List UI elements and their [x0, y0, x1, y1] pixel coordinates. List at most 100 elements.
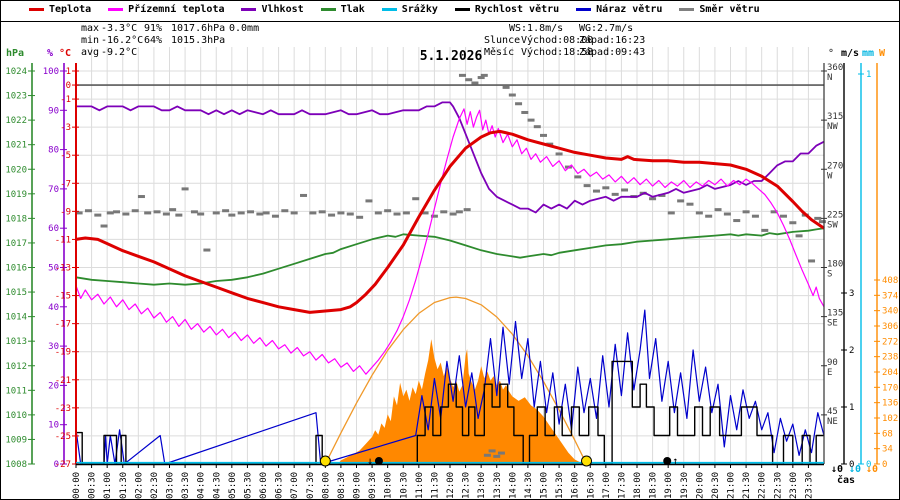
time-tick-label: 02:00 — [134, 472, 144, 499]
series-direction — [75, 73, 826, 458]
humidity-tick-label: 80 — [48, 146, 59, 156]
temperature-tick-label: -19 — [55, 348, 71, 358]
humidity-tick-label: 20 — [48, 381, 59, 391]
humidity-tick-label: 0 — [54, 460, 59, 470]
time-tick-label: 03:30 — [181, 472, 191, 499]
temperature-tick-label: -13 — [55, 264, 71, 274]
time-tick-label: 05:30 — [243, 472, 253, 499]
pressure-tick-label: 1012 — [5, 362, 27, 372]
stat-min-label: min — [81, 35, 100, 46]
stat-wind-gust: WG:2.7m/s — [579, 23, 634, 34]
stat-min-pressure: 1015.3hPa — [171, 35, 226, 46]
direction-tick-label: 180 — [827, 260, 843, 270]
event-markers — [319, 455, 672, 467]
stat-sunset: Západ:16:23 — [579, 35, 646, 46]
unit-ms: m/s — [841, 48, 860, 59]
direction-tick-letter: N — [827, 73, 832, 83]
time-tick-label: 06:00 — [259, 472, 269, 499]
pressure-tick-label: 1023 — [5, 92, 27, 102]
temperature-tick-label: -25 — [55, 432, 71, 442]
stat-moon-label: Měsíc — [484, 47, 515, 58]
legend-item-teplota: Teplota — [29, 4, 91, 15]
direction-tick-label: 360 — [827, 63, 843, 73]
legend-dash-icon — [320, 8, 336, 11]
pressure-tick-label: 1009 — [5, 435, 27, 445]
pressure-tick-label: 1015 — [5, 288, 27, 298]
stat-min-humidity: 64% — [144, 35, 163, 46]
time-tick-label: 03:00 — [166, 472, 176, 499]
legend-item-tlak: Tlak — [320, 4, 365, 15]
time-tick-label: 18:30 — [649, 472, 659, 499]
time-tick-label: 04:00 — [197, 472, 207, 499]
legend-item-vlhkost: Vlhkost — [241, 4, 304, 15]
time-tick-label: 04:30 — [212, 472, 222, 499]
pressure-tick-label: 1024 — [5, 67, 27, 77]
sun-marker — [319, 455, 331, 467]
temperature-tick-label: -1 — [60, 95, 71, 105]
wind-tick-label: 2 — [849, 346, 854, 356]
radiation-tick-label: 136 — [882, 399, 898, 409]
stat-moonrise: Východ:18:58 — [521, 47, 594, 58]
time-tick-label: 21:30 — [742, 472, 752, 499]
time-tick-label: 10:00 — [384, 472, 394, 499]
precip-axis-zero-marker: ↓0 — [849, 464, 862, 475]
time-tick-label: 13:00 — [477, 472, 487, 499]
time-tick-label: 15:00 — [540, 472, 550, 499]
unit-celsius: °C — [59, 48, 72, 59]
legend: Teplota Přízemní teplota Vlhkost Tlak Srážky… — [29, 4, 760, 15]
right-axes — [821, 63, 880, 465]
radiation-tick-label: 204 — [882, 368, 898, 378]
series-wind-gust — [75, 309, 825, 465]
pressure-tick-label: 1018 — [5, 214, 27, 224]
radiation-tick-label: 374 — [882, 291, 898, 301]
unit-hpa: hPa — [6, 48, 25, 59]
precip-tick-label: 0 — [866, 460, 871, 470]
time-tick-label: 18:00 — [633, 472, 643, 499]
sun-marker — [581, 455, 593, 467]
pressure-tick-label: 1014 — [5, 313, 27, 323]
stat-max-pressure: 1017.6hPa — [171, 23, 226, 34]
unit-mm: mm — [862, 48, 875, 59]
series-radiation-actual — [337, 339, 584, 464]
legend-item-label: Směr větru — [699, 4, 760, 15]
time-tick-label: 16:00 — [571, 472, 581, 499]
radiation-tick-label: 306 — [882, 322, 898, 332]
time-tick-label: 11:30 — [430, 472, 440, 499]
x-axis — [75, 461, 824, 468]
pressure-tick-label: 1017 — [5, 239, 27, 249]
time-tick-label: 02:30 — [150, 472, 160, 499]
direction-tick-label: 45 — [827, 407, 838, 417]
direction-tick-label: 90 — [827, 358, 838, 368]
temperature-tick-label: -11 — [55, 235, 71, 245]
legend-dash-icon — [241, 8, 257, 11]
temperature-tick-label: -9 — [60, 207, 71, 217]
pressure-tick-label: 1019 — [5, 190, 27, 200]
time-tick-label: 23:00 — [789, 472, 799, 499]
time-tick-label: 14:00 — [508, 472, 518, 499]
stat-max-label: max — [81, 23, 100, 34]
time-tick-label: 17:30 — [617, 472, 627, 499]
radiation-axis-zero-marker: ↓0 — [866, 464, 879, 475]
time-tick-label: 00:30 — [88, 472, 98, 499]
time-tick-label: 11:00 — [415, 472, 425, 499]
wind-tick-label: 3 — [849, 289, 854, 299]
pressure-tick-label: 1013 — [5, 337, 27, 347]
temperature-tick-label: -15 — [55, 292, 71, 302]
time-tick-label: 05:00 — [228, 472, 238, 499]
legend-item-label: Teplota — [49, 4, 92, 15]
direction-tick-letter: NW — [827, 122, 838, 132]
legend-item-sm-r-v-tru: Směr větru — [679, 4, 760, 15]
time-tick-label: 09:00 — [353, 472, 363, 499]
temperature-tick-label: -3 — [60, 123, 71, 133]
stat-sun-label: Slunce — [484, 35, 521, 46]
temperature-tick-label: -21 — [55, 376, 71, 386]
legend-separator — [1, 21, 899, 22]
pressure-tick-label: 1021 — [5, 141, 27, 151]
time-tick-label: 12:30 — [462, 472, 472, 499]
time-tick-label: 20:00 — [695, 472, 705, 499]
time-tick-label: 01:30 — [119, 472, 129, 499]
time-tick-label: 14:30 — [524, 472, 534, 499]
legend-item-label: Tlak — [340, 4, 365, 15]
stat-wind-speed: WS:1.8m/s — [509, 23, 564, 34]
